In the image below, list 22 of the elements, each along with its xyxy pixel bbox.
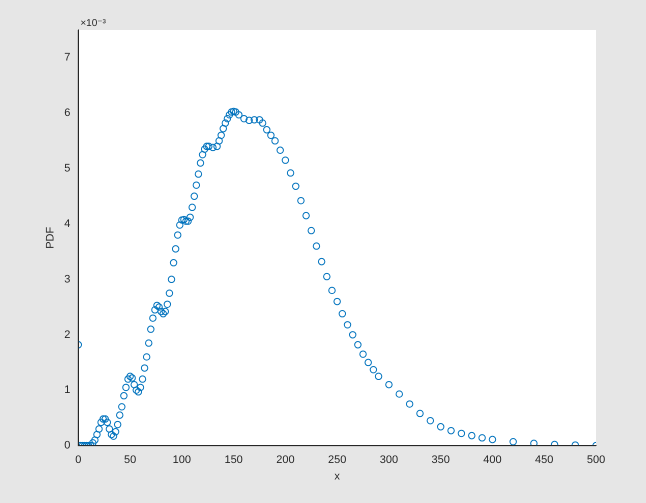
x-tick-label: 400	[483, 454, 502, 466]
x-tick-label: 350	[432, 454, 450, 466]
x-tick-label: 150	[224, 454, 243, 466]
y-tick-label: 7	[64, 52, 70, 64]
y-axis-title: PDF	[44, 226, 57, 249]
y-tick-label: 3	[64, 273, 70, 286]
x-tick-label: 250	[328, 454, 346, 466]
x-tick-label: 50	[124, 454, 136, 466]
y-tick-label: 5	[64, 162, 70, 175]
y-tick-label: 2	[64, 328, 70, 341]
text: ×10⁻³	[80, 18, 107, 29]
x-axis-title: x	[334, 470, 340, 482]
y-tick-label: 1	[64, 384, 70, 396]
y-tick-label: 6	[64, 107, 70, 120]
x-tick-label: 450	[535, 454, 554, 466]
x-tick-label: 100	[172, 454, 192, 466]
x-tick-label: 0	[75, 454, 82, 466]
x-tick-label: 200	[276, 454, 295, 466]
x-tick-label: 500	[586, 454, 606, 466]
y-tick-label: 4	[64, 218, 70, 230]
y-tick-label: 0	[64, 440, 70, 452]
x-tick-label: 300	[380, 454, 398, 466]
